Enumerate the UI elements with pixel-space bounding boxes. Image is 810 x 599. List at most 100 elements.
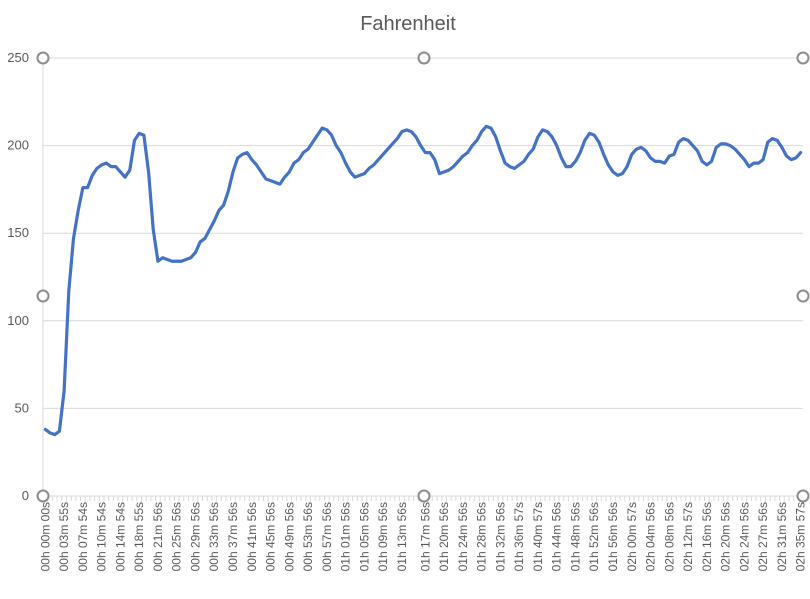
- data-point: [405, 129, 407, 131]
- data-point: [115, 165, 117, 167]
- data-point: [312, 141, 314, 143]
- data-point: [321, 127, 323, 129]
- data-point: [767, 141, 769, 143]
- x-tick-label: 01h 52m 56s: [587, 502, 601, 571]
- data-point: [523, 160, 525, 162]
- x-tick-label: 00h 57m 56s: [320, 502, 334, 571]
- data-point: [110, 165, 112, 167]
- data-point: [368, 167, 370, 169]
- series-layer: [43, 124, 803, 437]
- data-point: [96, 167, 98, 169]
- resize-handle[interactable]: [36, 51, 50, 65]
- data-point: [68, 290, 70, 292]
- data-point: [748, 165, 750, 167]
- data-point: [190, 257, 192, 259]
- x-tick-label: 02h 20m 56s: [719, 502, 733, 571]
- data-point: [147, 171, 149, 173]
- data-point: [495, 136, 497, 138]
- data-point: [448, 169, 450, 171]
- data-point: [532, 148, 534, 150]
- data-point: [598, 141, 600, 143]
- data-point: [565, 165, 567, 167]
- data-point: [227, 190, 229, 192]
- data-point: [621, 172, 623, 174]
- data-point: [119, 171, 121, 173]
- data-point: [72, 237, 74, 239]
- data-point: [401, 130, 403, 132]
- data-point: [720, 143, 722, 145]
- data-point: [194, 251, 196, 253]
- data-point: [180, 260, 182, 262]
- data-point: [265, 178, 267, 180]
- data-point: [706, 164, 708, 166]
- x-tick-label: 01h 40m 57s: [531, 502, 545, 571]
- resize-handle[interactable]: [417, 51, 431, 65]
- data-point: [701, 160, 703, 162]
- data-point: [790, 158, 792, 160]
- data-point: [185, 258, 187, 260]
- data-point: [143, 134, 145, 136]
- data-point: [471, 144, 473, 146]
- data-point: [241, 153, 243, 155]
- data-point: [518, 164, 520, 166]
- data-point: [232, 171, 234, 173]
- data-point: [344, 162, 346, 164]
- data-point: [382, 153, 384, 155]
- data-point: [152, 228, 154, 230]
- x-tick-label: 01h 13m 56s: [395, 502, 409, 571]
- resize-handle[interactable]: [796, 51, 810, 65]
- data-point: [63, 390, 65, 392]
- data-point: [541, 129, 543, 131]
- data-point: [246, 151, 248, 153]
- data-point: [44, 428, 46, 430]
- x-tick-label: 00h 37m 56s: [226, 502, 240, 571]
- selection-handles[interactable]: [36, 51, 810, 503]
- data-point: [100, 164, 102, 166]
- data-point: [738, 153, 740, 155]
- resize-handle[interactable]: [796, 289, 810, 303]
- x-tick-label: 02h 31m 56s: [775, 502, 789, 571]
- data-point: [124, 176, 126, 178]
- data-point: [335, 144, 337, 146]
- data-point: [570, 165, 572, 167]
- x-tick-label: 01h 01m 56s: [339, 502, 353, 571]
- data-point: [682, 137, 684, 139]
- x-tick-label: 00h 41m 56s: [245, 502, 259, 571]
- y-tick-label: 200: [7, 138, 29, 153]
- data-point: [330, 134, 332, 136]
- data-point: [462, 155, 464, 157]
- y-tick-label: 150: [7, 225, 29, 240]
- resize-handle[interactable]: [796, 489, 810, 503]
- data-point: [579, 151, 581, 153]
- data-point: [419, 144, 421, 146]
- x-tick-label: 02h 08m 56s: [662, 502, 676, 571]
- data-point: [176, 260, 178, 262]
- data-point: [166, 258, 168, 260]
- data-point: [429, 151, 431, 153]
- data-point: [358, 174, 360, 176]
- series-line: [43, 124, 803, 437]
- data-point: [616, 174, 618, 176]
- data-point: [269, 179, 271, 181]
- data-point: [513, 167, 515, 169]
- data-point: [626, 165, 628, 167]
- data-point: [82, 186, 84, 188]
- data-point: [396, 137, 398, 139]
- data-point: [424, 151, 426, 153]
- data-point: [485, 125, 487, 127]
- data-point: [776, 139, 778, 141]
- x-tick-label: 01h 24m 56s: [456, 502, 470, 571]
- x-tick-label: 01h 56m 56s: [606, 502, 620, 571]
- data-point: [49, 432, 51, 434]
- data-point: [138, 132, 140, 134]
- data-point: [222, 204, 224, 206]
- data-point: [612, 171, 614, 173]
- resize-handle[interactable]: [36, 289, 50, 303]
- resize-handle[interactable]: [36, 489, 50, 503]
- data-point: [274, 181, 276, 183]
- data-point: [659, 160, 661, 162]
- x-tick-label: 02h 24m 56s: [737, 502, 751, 571]
- data-point: [54, 433, 56, 435]
- data-point: [588, 132, 590, 134]
- resize-handle[interactable]: [417, 489, 431, 503]
